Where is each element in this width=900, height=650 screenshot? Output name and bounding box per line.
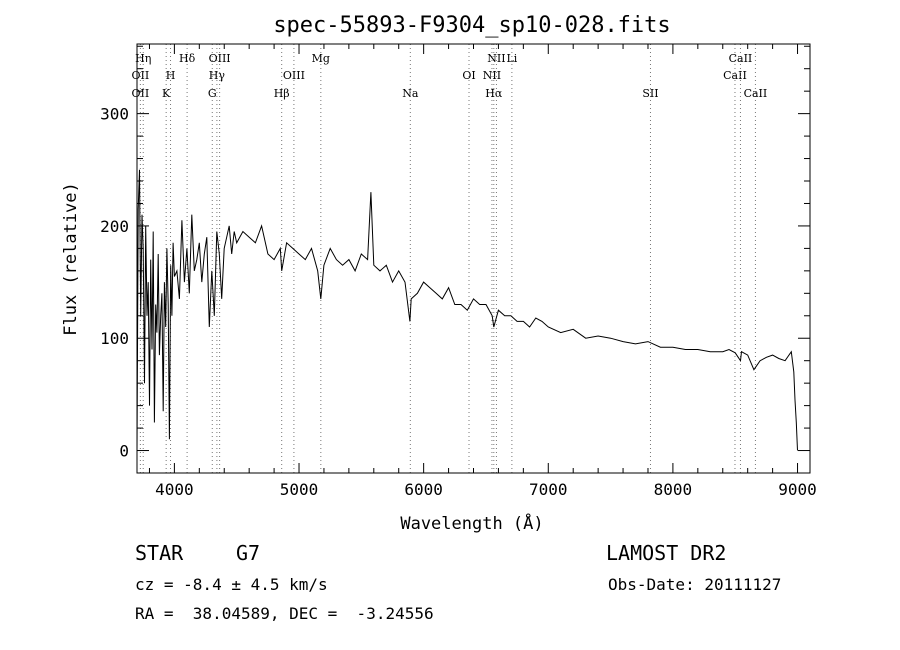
spectral-line-label: OII xyxy=(132,87,150,100)
spectral-line-label: Mg xyxy=(312,52,330,65)
chart-title: spec-55893-F9304_sp10-028.fits xyxy=(273,13,670,38)
x-tick-label: 7000 xyxy=(529,480,568,499)
spectral-line-label: CaII xyxy=(723,69,747,82)
spectral-line-label: Hβ xyxy=(274,87,290,100)
y-axis-label: Flux (relative) xyxy=(61,182,81,336)
spectral-line-label: K xyxy=(162,87,171,100)
plot-frame xyxy=(136,43,811,474)
spectral-line-label: H xyxy=(166,69,176,82)
spectral-line-label: NII xyxy=(487,52,505,65)
sky-coordinates: RA = 38.04589, DEC = -3.24556 xyxy=(135,604,434,623)
spectral-line-label: CaII xyxy=(729,52,753,65)
spectral-line-label: NII xyxy=(483,69,501,82)
spectrum-series xyxy=(136,169,798,451)
y-tick-label: 0 xyxy=(119,442,129,461)
spectral-line-label: CaII xyxy=(744,87,768,100)
spectral-line-label: Li xyxy=(506,52,517,65)
y-tick-label: 100 xyxy=(100,329,129,348)
spectral-line-label: Hγ xyxy=(209,69,226,82)
survey-name: LAMOST DR2 xyxy=(606,541,727,565)
y-tick-label: 300 xyxy=(100,105,129,124)
spectral-line-label: OIII xyxy=(283,69,305,82)
plot-axes: 4000 5000 6000 7000 8000 9000 0 100 200 300 xyxy=(100,43,817,499)
spectral-line-label: OII xyxy=(132,69,150,82)
x-tick-label: 5000 xyxy=(280,480,319,499)
object-class: STAR xyxy=(135,541,184,565)
spectrum-line xyxy=(136,169,798,451)
y-tick-label: 200 xyxy=(100,217,129,236)
spectral-line-label: Hδ xyxy=(179,52,196,65)
object-subclass: G7 xyxy=(236,541,261,565)
spectral-line-label: OIII xyxy=(209,52,231,65)
spectral-line-label: G xyxy=(208,87,217,100)
observation-date: Obs-Date: 20111127 xyxy=(608,575,782,594)
x-tick-label: 4000 xyxy=(155,480,194,499)
spectral-line-label: Hα xyxy=(485,87,503,100)
x-tick-label: 9000 xyxy=(778,480,817,499)
x-tick-label: 8000 xyxy=(654,480,693,499)
spectral-line-label: SII xyxy=(642,87,658,100)
radial-velocity: cz = -8.4 ± 4.5 km/s xyxy=(135,575,328,594)
spectral-line-label: OI xyxy=(462,69,475,82)
x-tick-label: 6000 xyxy=(404,480,443,499)
spectral-line-label: Hη xyxy=(135,52,151,65)
x-axis-label: Wavelength (Å) xyxy=(400,512,543,534)
spectral-line-label: Na xyxy=(402,87,419,100)
